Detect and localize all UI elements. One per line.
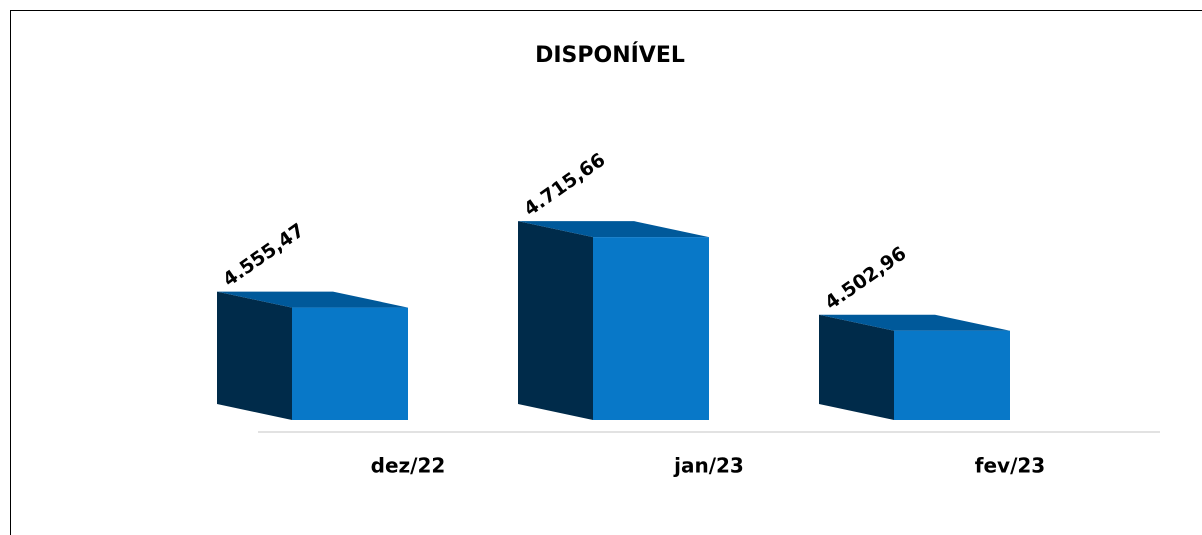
- bar: [292, 307, 408, 420]
- bar-side: [819, 314, 894, 420]
- chart-title: DISPONÍVEL: [535, 42, 685, 68]
- bar-top: [217, 291, 408, 308]
- bar: [593, 237, 709, 420]
- x-tick-label: dez/22: [371, 454, 446, 478]
- x-tick-label: fev/23: [975, 454, 1045, 478]
- bar: [894, 330, 1010, 420]
- bar-top: [518, 221, 709, 238]
- bar-side: [518, 221, 593, 420]
- bar-side: [217, 291, 292, 420]
- x-tick-label: jan/23: [673, 454, 744, 478]
- bar-top: [819, 314, 1010, 331]
